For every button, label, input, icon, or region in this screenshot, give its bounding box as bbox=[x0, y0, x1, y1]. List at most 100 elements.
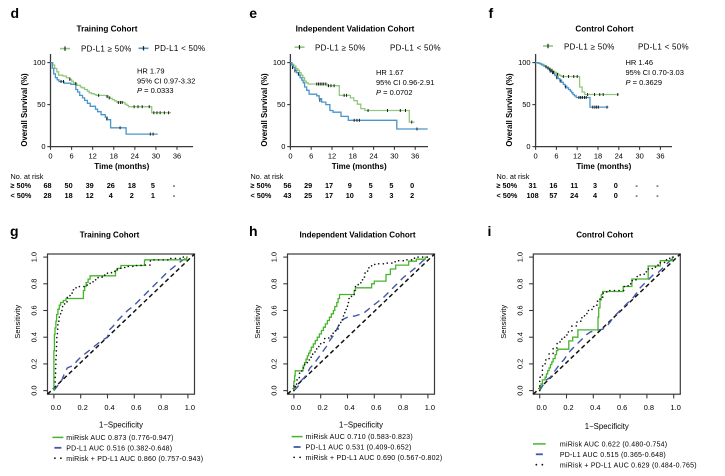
svg-text:95% CI 0.96-2.91: 95% CI 0.96-2.91 bbox=[376, 78, 434, 87]
svg-text:0.8: 0.8 bbox=[270, 279, 279, 289]
svg-text:39: 39 bbox=[86, 181, 94, 190]
svg-text:5: 5 bbox=[151, 181, 155, 190]
svg-text:HR 1.46: HR 1.46 bbox=[626, 58, 654, 67]
svg-text:HR 1.67: HR 1.67 bbox=[376, 68, 404, 77]
svg-text:95% CI 0.70-3.03: 95% CI 0.70-3.03 bbox=[626, 68, 684, 77]
svg-text:100: 100 bbox=[518, 58, 531, 67]
svg-text:31: 31 bbox=[529, 181, 537, 190]
svg-text:0.4: 0.4 bbox=[344, 403, 354, 412]
svg-text:0.6: 0.6 bbox=[617, 403, 627, 412]
svg-text:24: 24 bbox=[570, 191, 579, 200]
svg-text:17: 17 bbox=[325, 191, 333, 200]
svg-text:50: 50 bbox=[37, 100, 45, 109]
svg-text:50: 50 bbox=[522, 100, 530, 109]
svg-text:0.4: 0.4 bbox=[515, 332, 524, 342]
svg-text:24: 24 bbox=[615, 152, 623, 161]
svg-text:30: 30 bbox=[390, 152, 398, 161]
svg-text:4: 4 bbox=[593, 191, 598, 200]
svg-text:25: 25 bbox=[304, 191, 312, 200]
svg-text:108: 108 bbox=[527, 191, 539, 200]
svg-text:1.0: 1.0 bbox=[671, 403, 681, 412]
svg-text:P = 0.0702: P = 0.0702 bbox=[376, 88, 413, 97]
svg-text:36: 36 bbox=[656, 152, 664, 161]
svg-text:5: 5 bbox=[369, 181, 373, 190]
svg-text:Control Cohort: Control Cohort bbox=[575, 25, 633, 34]
svg-text:57: 57 bbox=[549, 191, 557, 200]
svg-text:12: 12 bbox=[88, 152, 96, 161]
svg-text:PD-L1 ≥ 50%: PD-L1 ≥ 50% bbox=[315, 43, 366, 52]
svg-text:0: 0 bbox=[614, 181, 618, 190]
svg-text:PD-L1 AUC 0.531 (0.409-0.652): PD-L1 AUC 0.531 (0.409-0.652) bbox=[306, 445, 412, 452]
svg-text:0.2: 0.2 bbox=[270, 359, 279, 369]
svg-text:Sensitivity: Sensitivity bbox=[253, 305, 262, 339]
svg-text:56: 56 bbox=[283, 181, 291, 190]
svg-text:No. at risk: No. at risk bbox=[497, 172, 530, 181]
svg-text:-: - bbox=[635, 191, 638, 200]
svg-text:1−Specificity: 1−Specificity bbox=[99, 420, 143, 429]
svg-text:0: 0 bbox=[410, 181, 414, 190]
svg-text:0.0: 0.0 bbox=[515, 385, 524, 395]
svg-text:30: 30 bbox=[635, 152, 643, 161]
svg-text:0.0: 0.0 bbox=[270, 385, 279, 395]
svg-text:5: 5 bbox=[389, 181, 393, 190]
svg-text:1.0: 1.0 bbox=[425, 403, 435, 412]
svg-text:1.0: 1.0 bbox=[270, 252, 279, 262]
svg-text:0: 0 bbox=[41, 142, 45, 151]
svg-text:Time (months): Time (months) bbox=[94, 162, 149, 171]
svg-text:1.0: 1.0 bbox=[515, 252, 524, 262]
svg-text:0.0: 0.0 bbox=[30, 385, 39, 395]
svg-text:18: 18 bbox=[128, 181, 136, 190]
svg-text:Training Cohort: Training Cohort bbox=[80, 230, 140, 239]
svg-text:0.0: 0.0 bbox=[537, 403, 547, 412]
svg-text:68: 68 bbox=[43, 181, 51, 190]
svg-text:6: 6 bbox=[69, 152, 73, 161]
svg-text:PD-L1 < 50%: PD-L1 < 50% bbox=[390, 43, 441, 52]
svg-text:miRisk + PD-L1 AUC 0.690 (0.56: miRisk + PD-L1 AUC 0.690 (0.567-0.802) bbox=[306, 455, 443, 462]
svg-text:0.8: 0.8 bbox=[644, 403, 654, 412]
svg-text:16: 16 bbox=[549, 181, 557, 190]
svg-text:≥ 50%: ≥ 50% bbox=[11, 181, 32, 190]
svg-text:0.4: 0.4 bbox=[30, 332, 39, 342]
svg-text:Independent Validation Cohort: Independent Validation Cohort bbox=[300, 230, 416, 239]
svg-text:No. at risk: No. at risk bbox=[251, 172, 284, 181]
svg-text:50: 50 bbox=[65, 181, 73, 190]
svg-text:Independent Validation Cohort: Independent Validation Cohort bbox=[296, 25, 415, 34]
svg-text:Time (months): Time (months) bbox=[576, 162, 631, 171]
svg-text:0.6: 0.6 bbox=[270, 305, 279, 315]
svg-text:12: 12 bbox=[86, 191, 94, 200]
svg-text:1−Specificity: 1−Specificity bbox=[585, 422, 629, 431]
svg-text:26: 26 bbox=[107, 181, 115, 190]
svg-text:50: 50 bbox=[277, 100, 285, 109]
svg-text:12: 12 bbox=[573, 152, 581, 161]
svg-text:1.0: 1.0 bbox=[185, 403, 195, 412]
svg-text:-: - bbox=[656, 181, 659, 190]
svg-text:0.2: 0.2 bbox=[78, 403, 88, 412]
svg-text:18: 18 bbox=[594, 152, 602, 161]
svg-text:-: - bbox=[173, 191, 176, 200]
svg-text:100: 100 bbox=[33, 58, 46, 67]
svg-text:-: - bbox=[656, 191, 659, 200]
svg-text:≥ 50%: ≥ 50% bbox=[497, 181, 518, 190]
svg-text:0.6: 0.6 bbox=[30, 305, 39, 315]
svg-text:1.0: 1.0 bbox=[30, 252, 39, 262]
svg-text:Sensitivity: Sensitivity bbox=[13, 305, 22, 339]
svg-text:0.8: 0.8 bbox=[30, 279, 39, 289]
svg-text:Training Cohort: Training Cohort bbox=[77, 25, 138, 34]
svg-text:0.4: 0.4 bbox=[104, 403, 114, 412]
svg-text:11: 11 bbox=[570, 181, 578, 190]
svg-text:0: 0 bbox=[534, 152, 538, 161]
svg-text:0.4: 0.4 bbox=[590, 403, 600, 412]
svg-text:0: 0 bbox=[288, 152, 292, 161]
svg-text:0: 0 bbox=[281, 142, 285, 151]
svg-text:6: 6 bbox=[309, 152, 313, 161]
svg-text:PD-L1 AUC 0.515 (0.365-0.648): PD-L1 AUC 0.515 (0.365-0.648) bbox=[560, 452, 666, 459]
svg-text:1−Specificity: 1−Specificity bbox=[339, 420, 383, 429]
svg-text:0.8: 0.8 bbox=[398, 403, 408, 412]
svg-text:100: 100 bbox=[273, 58, 286, 67]
svg-text:24: 24 bbox=[369, 152, 377, 161]
svg-text:0.2: 0.2 bbox=[515, 359, 524, 369]
svg-text:18: 18 bbox=[349, 152, 357, 161]
svg-text:3: 3 bbox=[369, 191, 373, 200]
svg-text:17: 17 bbox=[325, 181, 333, 190]
svg-text:PD-L1 ≥ 50%: PD-L1 ≥ 50% bbox=[81, 44, 132, 53]
